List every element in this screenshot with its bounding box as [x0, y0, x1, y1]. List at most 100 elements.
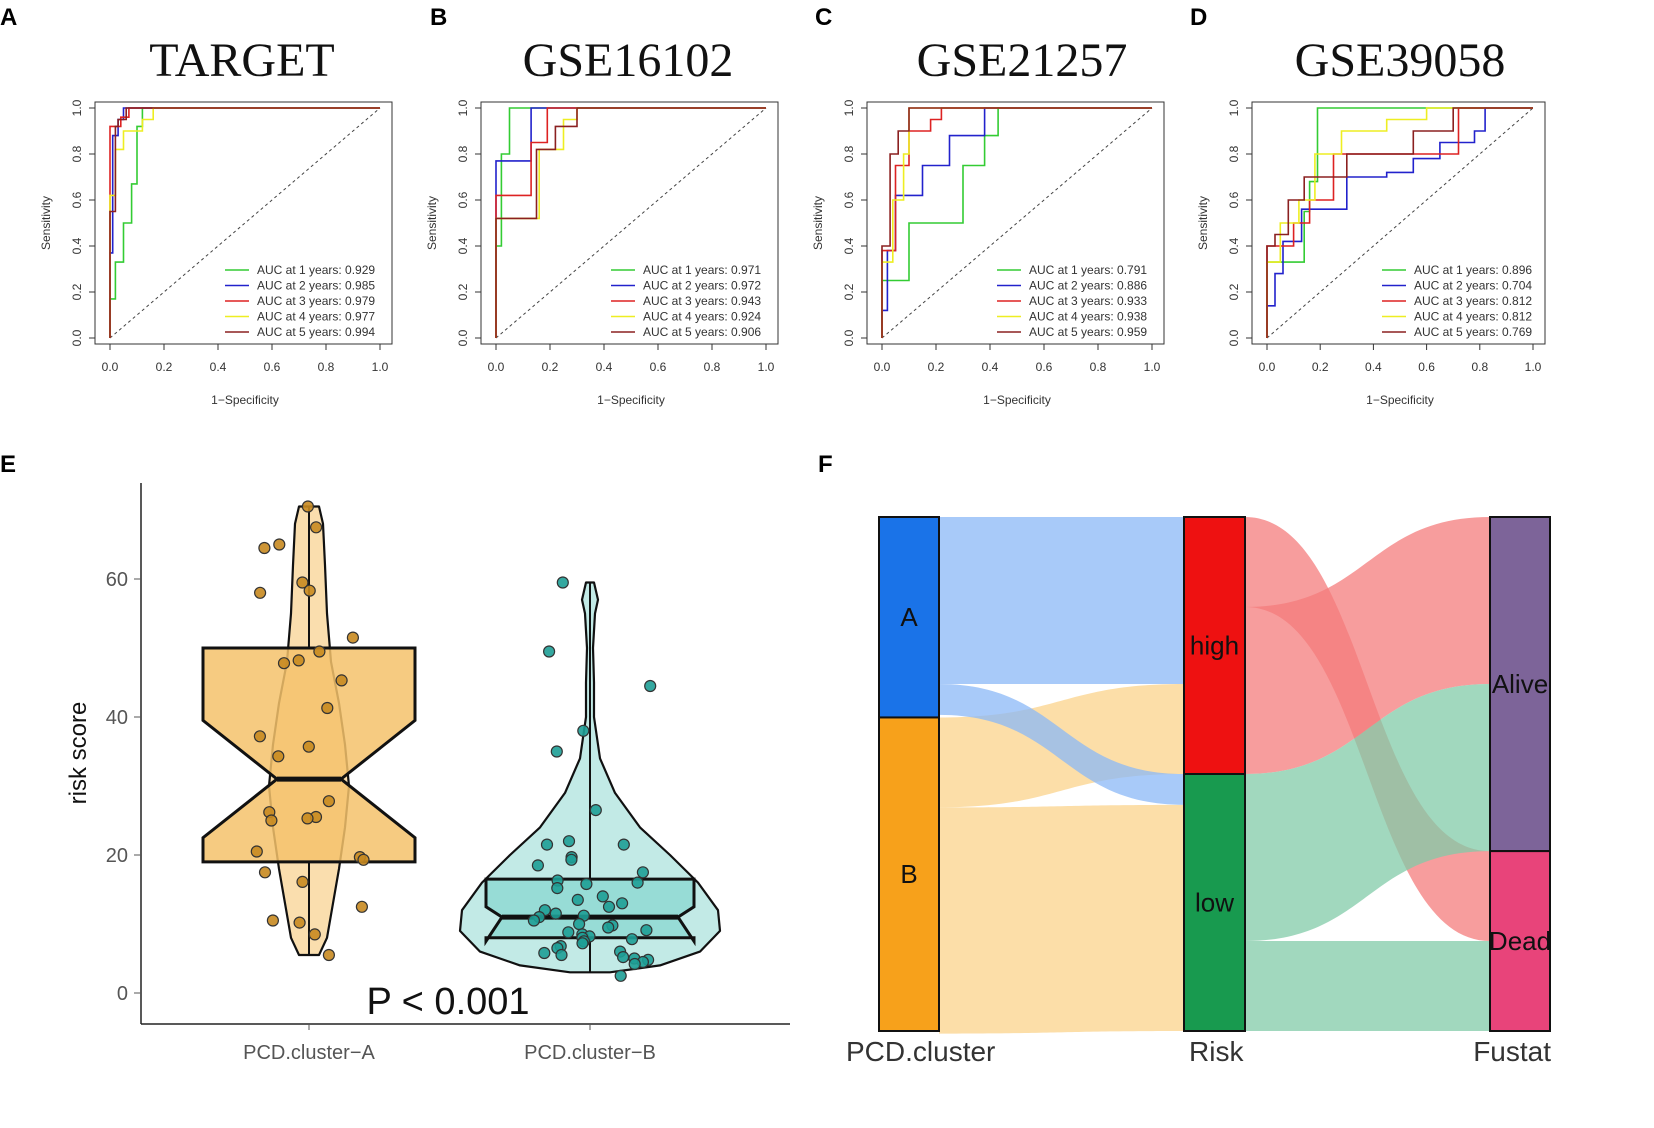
data-point-pcd-cluster-b [576, 937, 589, 950]
legend-label-year-4: AUC at 4 years: 0.812 [1414, 310, 1532, 324]
axis-label-fustat: Fustat [1473, 1036, 1551, 1067]
chart-title: GSE39058 [1295, 34, 1506, 87]
x-tick-label: 1.0 [1525, 360, 1542, 374]
data-point-pcd-cluster-b [580, 877, 593, 891]
data-point-pcd-cluster-b [555, 948, 568, 962]
data-point-pcd-cluster-b [636, 866, 650, 879]
data-point-pcd-cluster-a [357, 853, 370, 866]
data-point-pcd-cluster-b [562, 926, 575, 939]
node-label-high: high [1190, 631, 1239, 661]
plot-frame [480, 101, 779, 345]
data-point-pcd-cluster-b [542, 645, 556, 658]
roc-curve-year-1 [881, 107, 1152, 338]
legend-label-year-2: AUC at 2 years: 0.704 [1414, 279, 1532, 293]
data-point-pcd-cluster-b [572, 917, 586, 931]
y-tick-label: 0.6 [1227, 191, 1241, 208]
data-point-pcd-cluster-b [565, 853, 578, 866]
legend-label-year-1: AUC at 1 years: 0.971 [643, 263, 761, 277]
x-tick-label: 0.4 [1365, 360, 1382, 374]
data-point-pcd-cluster-b [625, 933, 639, 946]
panel-label-e: E [0, 451, 16, 478]
roc-panel-gse39058: GSE39058 0.0 0.2 0.4 0.6 0.8 1.0 0.0 0.2 0.4 0.6 0.… [1196, 34, 1546, 407]
legend-label-year-2: AUC at 2 years: 0.985 [257, 279, 375, 293]
x-tick-label: 0.8 [1090, 360, 1107, 374]
data-point-pcd-cluster-a [265, 814, 278, 827]
x-tick-label: 0.6 [1418, 360, 1435, 374]
x-tick-label: 0.0 [102, 360, 119, 374]
roc-curve-year-2 [881, 107, 1152, 338]
legend-label-year-1: AUC at 1 years: 0.791 [1029, 263, 1147, 277]
data-point-pcd-cluster-a [293, 916, 306, 929]
y-tick-label: 0.8 [70, 145, 84, 162]
y-tick-label: 1.0 [70, 99, 84, 116]
x-tick-label: 0.2 [156, 360, 173, 374]
x-tick-label: 0.4 [210, 360, 227, 374]
data-point-pcd-cluster-b [628, 957, 641, 971]
data-point-pcd-cluster-a [322, 795, 335, 808]
y-tick-label: 0.0 [842, 329, 856, 346]
legend-label-year-5: AUC at 5 years: 0.994 [257, 325, 375, 339]
data-point-pcd-cluster-a [310, 521, 323, 534]
diagonal-reference-line [1266, 107, 1534, 339]
p-value-annotation: P < 0.001 [366, 981, 529, 1023]
data-point-pcd-cluster-b [538, 946, 551, 960]
flow-low-to-dead [1245, 941, 1490, 1031]
x-tick-label: 0.8 [704, 360, 721, 374]
data-point-pcd-cluster-a [277, 657, 291, 670]
data-point-pcd-cluster-a [272, 750, 285, 763]
data-point-pcd-cluster-a [273, 538, 286, 551]
y-tick-label: 0.6 [456, 191, 470, 208]
roc-panel-target: TARGET 0.0 0.2 0.4 0.6 0.8 1.0 0.0 0.2 0.4 0.6 0.8 1… [39, 34, 393, 407]
diagonal-reference-line [109, 107, 381, 339]
node-high [1183, 516, 1246, 775]
data-point-pcd-cluster-a [296, 875, 309, 889]
panel-label-b: B [430, 4, 447, 31]
legend-label-year-5: AUC at 5 years: 0.906 [643, 325, 761, 339]
chart-title: GSE21257 [917, 34, 1128, 87]
legend-label-year-5: AUC at 5 years: 0.769 [1414, 325, 1532, 339]
data-point-pcd-cluster-a [266, 914, 279, 927]
y-tick-label: 1.0 [842, 99, 856, 116]
node-dead [1489, 850, 1551, 1032]
x-tick-label: 0.2 [928, 360, 945, 374]
y-axis-label: Sensitivity [425, 196, 439, 250]
legend-label-year-5: AUC at 5 years: 0.959 [1029, 325, 1147, 339]
x-tick-label: 1.0 [758, 360, 775, 374]
data-point-pcd-cluster-b [596, 890, 609, 903]
data-point-pcd-cluster-a [335, 674, 348, 687]
x-tick-label: 0.0 [874, 360, 891, 374]
legend-label-year-2: AUC at 2 years: 0.972 [643, 279, 761, 293]
y-tick-label: 40 [106, 707, 128, 729]
axis-label-pcd-cluster: PCD.cluster [846, 1036, 995, 1067]
panel-label-a: A [0, 4, 17, 31]
axis-label-risk: Risk [1189, 1036, 1244, 1067]
y-tick-label: 0.8 [842, 145, 856, 162]
node-a [878, 516, 940, 719]
x-tick-label: 0.6 [264, 360, 281, 374]
x-tick-label: 0.6 [1036, 360, 1053, 374]
y-axis-label: Sensitivity [811, 196, 825, 250]
flow-a-to-high [939, 517, 1184, 685]
node-label-low: low [1195, 888, 1234, 918]
y-tick-label: 0.8 [1227, 145, 1241, 162]
node-label-alive: Alive [1492, 669, 1548, 699]
data-point-pcd-cluster-b [556, 576, 569, 589]
y-tick-label: 0.0 [70, 329, 84, 346]
legend-label-year-4: AUC at 4 years: 0.924 [643, 310, 761, 324]
legend-label-year-1: AUC at 1 years: 0.896 [1414, 263, 1532, 277]
plot-frame [1251, 101, 1546, 345]
data-point-pcd-cluster-b [577, 724, 590, 737]
x-tick-label: 0.6 [650, 360, 667, 374]
y-tick-label: 0.8 [456, 145, 470, 162]
x-tick-label: 1.0 [1144, 360, 1161, 374]
diagonal-reference-line [881, 107, 1153, 339]
roc-curve-year-5 [881, 107, 1152, 338]
y-axis-label: Sensitivity [1196, 196, 1210, 250]
plot-frame [866, 101, 1165, 345]
y-tick-label: 60 [106, 569, 128, 591]
notched-box-pcd-cluster-b [484, 877, 696, 947]
y-tick-label: 0.2 [1227, 283, 1241, 300]
x-tick-label: 0.2 [1312, 360, 1329, 374]
flow-low-to-alive [1245, 684, 1490, 942]
